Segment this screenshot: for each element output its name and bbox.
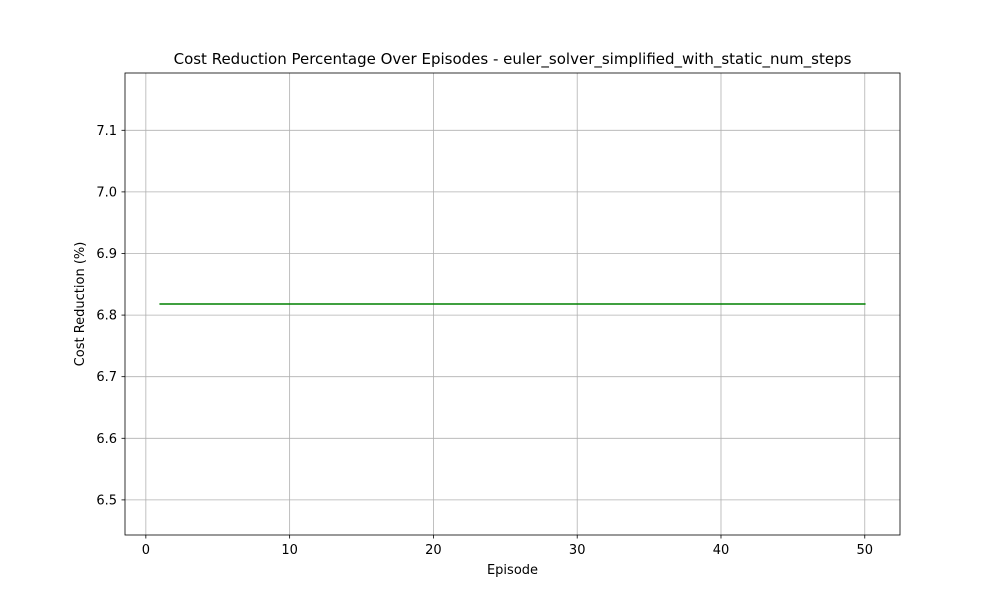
y-tick-label: 7.1 bbox=[96, 124, 117, 139]
x-axis-label: Episode bbox=[487, 563, 538, 578]
y-tick-label: 6.8 bbox=[96, 309, 117, 324]
x-tick-label: 40 bbox=[713, 543, 730, 558]
y-axis-label: Cost Reduction (%) bbox=[73, 242, 88, 367]
y-tick-label: 6.6 bbox=[96, 432, 117, 447]
chart-title: Cost Reduction Percentage Over Episodes … bbox=[174, 50, 852, 69]
x-tick-label: 0 bbox=[142, 543, 150, 558]
x-tick-label: 30 bbox=[569, 543, 586, 558]
x-tick-label: 10 bbox=[281, 543, 298, 558]
axis-ticks: 0 10 20 30 40 50 6.5 6.6 6.7 6.8 6.9 7.0 7.1 bbox=[96, 124, 873, 558]
x-tick-label: 50 bbox=[856, 543, 873, 558]
y-tick-label: 6.5 bbox=[96, 493, 117, 508]
y-tick-label: 7.0 bbox=[96, 185, 117, 200]
y-tick-label: 6.9 bbox=[96, 247, 117, 262]
x-tick-label: 20 bbox=[425, 543, 442, 558]
plot-area-frame bbox=[124, 72, 901, 536]
y-tick-label: 6.7 bbox=[96, 370, 117, 385]
